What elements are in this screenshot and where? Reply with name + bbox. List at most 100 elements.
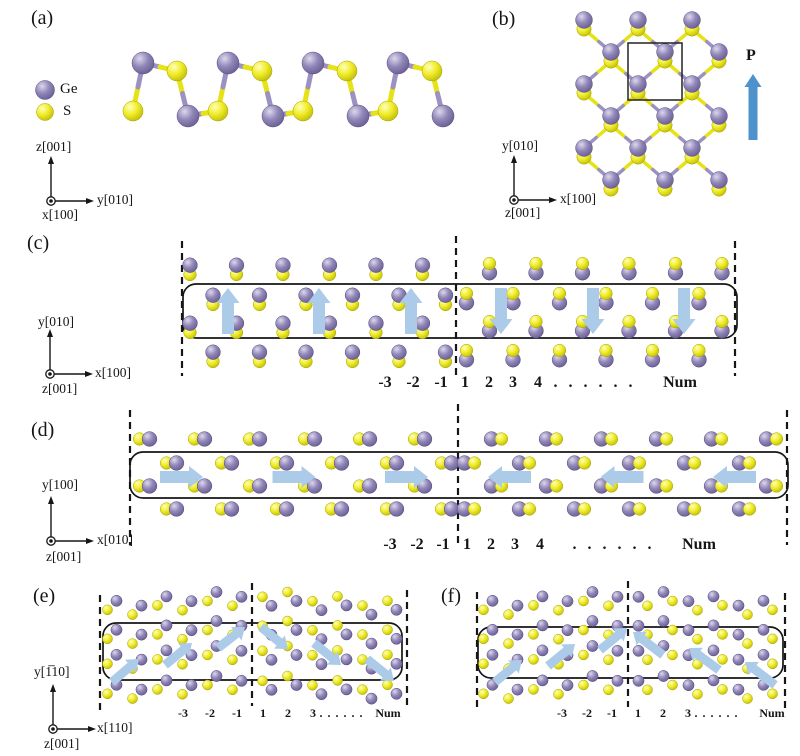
ge-atom [261, 104, 285, 128]
s-atom [522, 502, 537, 516]
axis-arrowhead [88, 726, 96, 732]
ge-s-pair [621, 455, 647, 471]
domain-index-number: -1 [436, 536, 450, 553]
polarization-up-arrow [307, 288, 331, 334]
ge-atom [437, 344, 454, 360]
ge-atom [732, 628, 745, 641]
s-atom [152, 629, 163, 640]
polarization-right-arrow [272, 466, 316, 488]
s-atom [257, 645, 268, 657]
ge-atom [632, 590, 645, 603]
unit-cell-box [627, 42, 683, 101]
ge-atom [629, 75, 647, 93]
ge-atom [298, 287, 314, 303]
s-atom [667, 624, 678, 636]
ge-s-pair [478, 648, 499, 670]
polarization-p-arrow [744, 74, 762, 140]
s-atom [459, 343, 474, 358]
polarization-diagonal-arrow [492, 660, 522, 686]
ge-s-pair [707, 619, 728, 640]
s-atom [604, 432, 619, 446]
s-atom [553, 688, 564, 700]
axis-arrowhead [48, 156, 54, 164]
ge-atom [586, 615, 599, 627]
s-atom [717, 600, 728, 611]
ge-s-pair [621, 501, 647, 517]
s-atom [599, 343, 613, 358]
s-atom [202, 649, 213, 661]
ge-s-pair [152, 644, 173, 665]
polarization-down-arrow [581, 288, 605, 334]
ge-atom [757, 648, 770, 661]
polarization-diagonal-arrow [689, 647, 722, 674]
ge-atom [306, 478, 323, 494]
ge-atom [710, 171, 728, 189]
domain-index-number: -1 [232, 706, 242, 720]
ge-atom [365, 692, 378, 705]
domain-index-number: 2 [660, 706, 666, 720]
s-atom [552, 286, 567, 301]
ge-atom [301, 51, 325, 75]
ge-atom [265, 683, 278, 696]
polarization-up-arrow [399, 288, 423, 334]
ge-atom [265, 599, 278, 612]
ge-atom [290, 649, 303, 661]
ge-s-pair [505, 343, 521, 368]
ge-atom [196, 431, 213, 447]
ge-s-pair [344, 287, 361, 312]
polarization-diagonal-arrow [162, 643, 192, 669]
s-atom [742, 638, 753, 649]
ge-atom [182, 315, 198, 331]
s-atom [102, 688, 113, 700]
ge-s-pair [503, 599, 524, 620]
ge-s-pair [332, 591, 353, 612]
s-atom [692, 343, 706, 358]
s-atom [177, 658, 188, 670]
ge-s-pair [603, 674, 624, 696]
ge-s-pair [257, 645, 278, 666]
ge-s-pair [379, 455, 405, 471]
ellipsis-dots: . . . . . . [694, 706, 738, 720]
s-atom [503, 693, 514, 704]
ge-s-pair [621, 314, 637, 339]
ge-s-pair [357, 684, 378, 705]
ge-atom [414, 257, 431, 273]
s-atom [717, 654, 728, 665]
ge-atom [344, 287, 361, 303]
ge-s-pair [553, 624, 574, 645]
ge-s-pair [182, 257, 198, 282]
ge-atom [275, 315, 291, 331]
ge-s-pair [407, 431, 433, 447]
s-atom [528, 654, 539, 665]
s-atom [152, 600, 163, 611]
s-atom [687, 456, 702, 470]
ge-atom [732, 683, 745, 696]
num-label: Num [375, 706, 401, 720]
s-atom [529, 314, 543, 329]
ge-s-pair [275, 315, 291, 340]
panel-f-structure [475, 581, 787, 710]
ge-atom [131, 51, 155, 75]
ge-s-pair [731, 501, 757, 517]
s-atom [692, 688, 703, 700]
axis-b-out-label: z[001] [505, 205, 541, 220]
axis-origin-dot [49, 199, 53, 203]
ge-atom [160, 674, 173, 687]
ge-s-pair [324, 455, 350, 471]
ge-s-pair [644, 286, 661, 311]
ge-s-pair [159, 501, 185, 517]
ge-atom [278, 455, 295, 471]
polarization-diagonal-arrow [745, 661, 778, 689]
ge-atom [388, 501, 405, 517]
ge-s-pair [682, 679, 703, 700]
s-atom [152, 684, 163, 695]
ge-atom [333, 501, 350, 517]
supercell-box [102, 622, 403, 681]
ge-s-pair [251, 287, 268, 312]
ge-atom [344, 344, 361, 360]
ge-atom [321, 257, 338, 273]
s-atom [603, 600, 614, 612]
ge-s-pair [667, 256, 684, 281]
ge-s-pair [202, 586, 223, 607]
ge-atom [216, 51, 240, 75]
